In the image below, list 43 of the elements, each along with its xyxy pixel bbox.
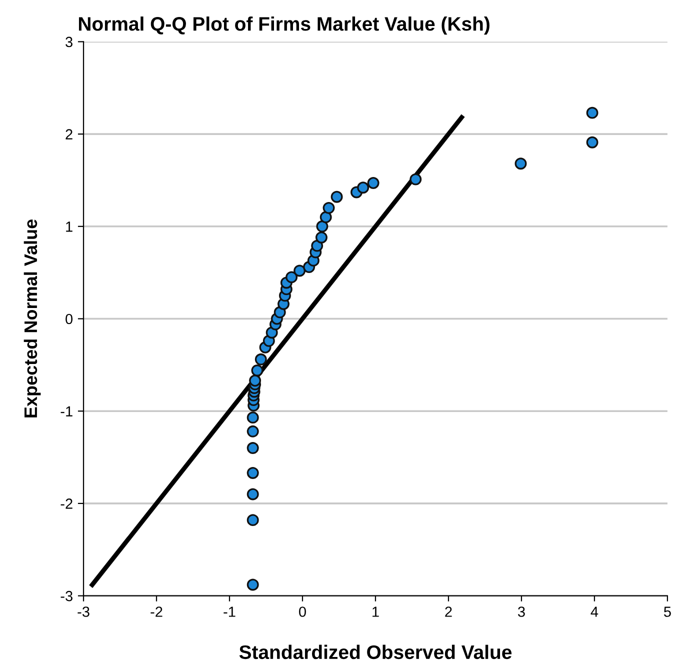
x-tick-label: 3: [518, 606, 525, 617]
point: [322, 202, 335, 214]
point: [249, 374, 262, 387]
point: [254, 353, 267, 366]
point: [367, 177, 380, 189]
point: [294, 264, 306, 277]
point: [251, 364, 264, 376]
point: [286, 271, 298, 284]
point: [246, 466, 259, 479]
point: [320, 211, 332, 224]
y-tick-label: 1: [66, 222, 72, 232]
x-tick-label: 5: [664, 606, 671, 617]
y-tick-label: -3: [60, 590, 72, 602]
y-axis-title: Expected Normal Value: [24, 220, 41, 418]
point: [357, 182, 370, 194]
y-tick-label: 2: [66, 129, 72, 140]
x-tick-label: -2: [150, 606, 162, 617]
point: [410, 173, 422, 186]
x-tick-label: -1: [224, 606, 236, 617]
x-axis-title: Standardized Observed Value: [239, 644, 512, 660]
point: [246, 514, 259, 526]
x-tick-label: 2: [445, 606, 452, 617]
x-tick-label: 0: [299, 606, 306, 617]
y-tick-label: -2: [60, 498, 72, 509]
point: [246, 578, 259, 591]
point: [246, 442, 259, 454]
point: [586, 136, 598, 148]
y-tick-label: 0: [66, 314, 73, 324]
point: [246, 412, 259, 424]
point: [246, 488, 259, 500]
x-tick-label: -3: [78, 606, 90, 617]
x-tick-label: 1: [372, 606, 379, 617]
point: [330, 190, 343, 203]
point: [316, 220, 328, 232]
point: [514, 158, 527, 170]
x-tick-label: 4: [590, 606, 598, 617]
point: [246, 425, 259, 438]
point: [586, 106, 598, 119]
y-tick-label: 3: [66, 36, 72, 48]
chart-title: Normal Q-Q Plot of Firms Market Value (Ksh): [78, 16, 490, 35]
point: [311, 240, 324, 252]
y-tick-label: -1: [60, 406, 72, 416]
point: [315, 232, 328, 244]
